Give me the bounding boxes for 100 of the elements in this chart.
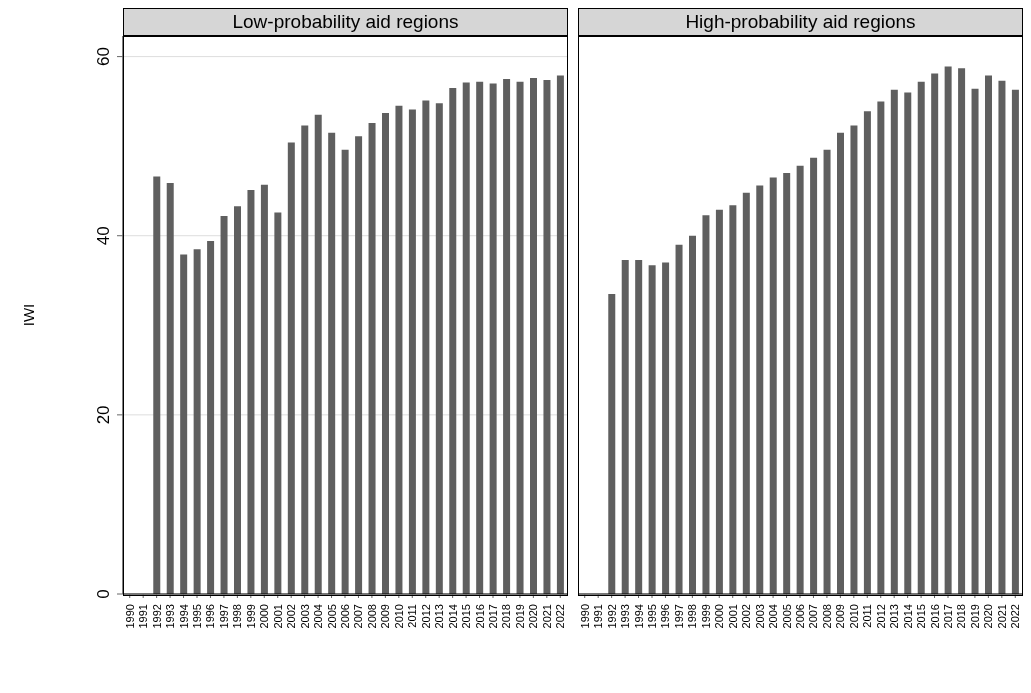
- x-tick-label: 2020: [527, 604, 540, 629]
- x-tick-label: 2014: [901, 604, 914, 629]
- bar: [234, 206, 241, 594]
- bar: [408, 109, 416, 594]
- bar: [462, 82, 470, 594]
- y-tick-label: 40: [94, 226, 113, 246]
- bar: [796, 165, 804, 594]
- bar: [890, 89, 898, 594]
- bar: [314, 114, 322, 594]
- x-tick-label: 2021: [995, 604, 1008, 629]
- x-tick-label: 2017: [942, 604, 954, 629]
- x-tick-label: 2006: [339, 604, 351, 629]
- bar: [783, 173, 791, 594]
- x-tick-label: 2008: [365, 604, 378, 629]
- bar: [904, 92, 912, 594]
- x-tick-label: 1993: [619, 604, 632, 629]
- x-tick-label: 2011: [861, 604, 874, 628]
- x-tick-label: 2013: [433, 604, 446, 629]
- chart-title: High-probability aid regions: [578, 8, 1023, 36]
- bar: [449, 87, 457, 594]
- x-tick-label: 1996: [204, 604, 217, 629]
- y-tick-label: 60: [94, 47, 113, 67]
- x-tick-label: 2000: [713, 604, 726, 629]
- bar: [287, 142, 295, 594]
- bar: [971, 88, 979, 594]
- x-tick-label: 1991: [137, 604, 150, 629]
- bar: [742, 192, 750, 594]
- y-tick-label: 0: [94, 589, 113, 599]
- bar: [543, 79, 551, 594]
- x-tick-label: 1990: [578, 604, 591, 629]
- bar: [220, 216, 228, 594]
- x-tick-label: 2021: [540, 604, 553, 629]
- bar: [489, 83, 497, 594]
- bar: [355, 136, 363, 594]
- bar: [662, 262, 670, 594]
- bar: [850, 125, 858, 594]
- x-tick-label: 1992: [150, 604, 163, 629]
- x-tick-label: 2019: [968, 604, 981, 629]
- x-tick-label: 1999: [699, 604, 712, 629]
- x-tick-label: 2018: [955, 604, 968, 629]
- bar: [931, 73, 939, 594]
- y-axis-title: IWI: [19, 303, 37, 327]
- x-tick-label: 2016: [473, 604, 486, 629]
- bar: [395, 105, 403, 594]
- bar: [985, 75, 992, 594]
- bar: [635, 259, 643, 594]
- bar: [675, 244, 683, 594]
- bar: [958, 68, 966, 594]
- bar: [193, 249, 201, 594]
- bar: [810, 157, 818, 594]
- x-tick-label: 2007: [352, 604, 365, 629]
- x-tick-label: 1997: [217, 604, 230, 629]
- bar: [729, 205, 737, 594]
- x-tick-label: 2001: [726, 604, 739, 629]
- y-tick-label: 20: [94, 405, 113, 425]
- bar: [621, 259, 629, 594]
- bar: [435, 103, 443, 594]
- x-tick-label: 2019: [513, 604, 526, 629]
- x-tick-label: 2020: [982, 604, 995, 629]
- bar: [476, 81, 484, 594]
- bar: [328, 132, 336, 594]
- bar: [837, 132, 844, 594]
- x-tick-label: 2010: [847, 604, 860, 629]
- bar: [715, 209, 723, 594]
- x-tick-label: 2009: [379, 604, 392, 629]
- x-tick-label: 2002: [285, 604, 298, 629]
- bar: [247, 190, 255, 594]
- bar: [260, 184, 268, 594]
- x-tick-label: 1997: [672, 604, 685, 629]
- x-tick-label: 2016: [928, 604, 941, 629]
- x-tick-label: 2015: [915, 604, 928, 629]
- x-tick-label: 2008: [820, 604, 833, 629]
- x-tick-label: 2017: [487, 604, 499, 629]
- x-tick-label: 1992: [605, 604, 618, 629]
- bar: [180, 254, 188, 594]
- x-tick-label: 2006: [794, 604, 806, 629]
- bar: [368, 122, 376, 594]
- x-tick-label: 1999: [244, 604, 257, 629]
- bar: [756, 185, 764, 594]
- bar: [998, 80, 1006, 594]
- bar: [556, 75, 564, 594]
- bar: [877, 101, 885, 594]
- bar: [207, 241, 215, 594]
- x-tick-label: 1993: [164, 604, 177, 629]
- bar: [702, 215, 710, 594]
- x-tick-label: 2003: [298, 604, 311, 629]
- x-tick-label: 2013: [888, 604, 901, 629]
- x-tick-label: 2012: [419, 604, 432, 629]
- bar: [823, 149, 831, 594]
- bar: [301, 125, 309, 594]
- bar: [382, 113, 389, 594]
- x-tick-label: 2010: [392, 604, 405, 629]
- chart-title: Low-probability aid regions: [123, 8, 568, 36]
- bar: [422, 100, 430, 594]
- bar: [863, 111, 871, 594]
- x-tick-label: 2003: [753, 604, 766, 629]
- x-tick-label: 2011: [406, 604, 419, 628]
- bar: [1011, 89, 1019, 594]
- x-tick-label: 2022: [554, 604, 567, 629]
- x-tick-label: 2004: [767, 604, 780, 629]
